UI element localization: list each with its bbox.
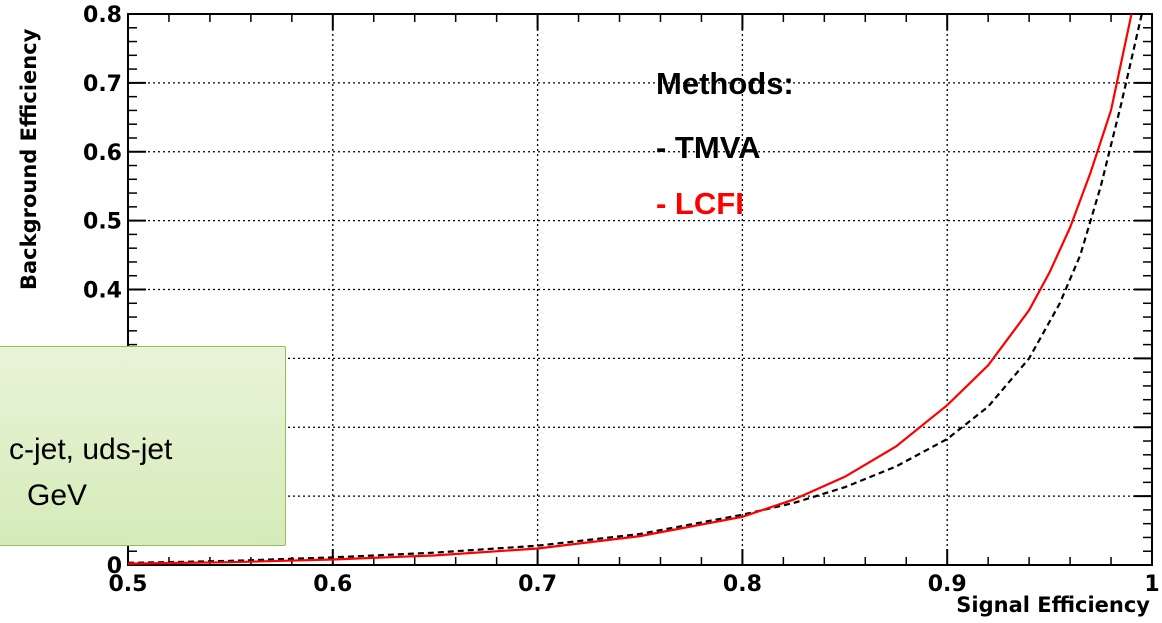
series-line-lcfi bbox=[127, 13, 1133, 565]
y-tick-label: 0.5 bbox=[83, 210, 122, 235]
y-tick-label: 0.6 bbox=[83, 141, 122, 166]
x-tick-label: 0.6 bbox=[313, 572, 352, 597]
x-tick-label: 0.7 bbox=[518, 572, 557, 597]
series bbox=[127, 13, 1143, 565]
series-line-tmva bbox=[127, 13, 1143, 564]
x-tick-label: 0.5 bbox=[109, 572, 148, 597]
y-tick-label: 0.8 bbox=[83, 3, 122, 28]
grid bbox=[128, 14, 1152, 565]
note-line-2: GeV bbox=[27, 479, 88, 512]
y-axis-title: Background Efficiency bbox=[17, 28, 41, 290]
legend-item-tmva: - TMVA bbox=[656, 130, 760, 165]
note-line-1: c-jet, uds-jet bbox=[9, 433, 173, 466]
x-tick-label: 1 bbox=[1144, 572, 1159, 597]
plot-frame bbox=[127, 13, 1153, 566]
legend-heading: Methods: bbox=[656, 66, 794, 101]
y-tick-label: 0 bbox=[107, 554, 122, 579]
y-tick-label: 0.4 bbox=[83, 279, 122, 304]
x-tick-label: 0.8 bbox=[723, 572, 762, 597]
x-tick-label: 0.9 bbox=[928, 572, 967, 597]
y-tick-label: 0.7 bbox=[83, 72, 122, 97]
x-axis-title: Signal Efficiency bbox=[956, 593, 1150, 617]
legend: Methods: - TMVA - LCFI bbox=[656, 66, 794, 221]
annotation-box: c-jet, uds-jet GeV bbox=[0, 346, 286, 546]
legend-item-lcfi: - LCFI bbox=[656, 186, 744, 221]
